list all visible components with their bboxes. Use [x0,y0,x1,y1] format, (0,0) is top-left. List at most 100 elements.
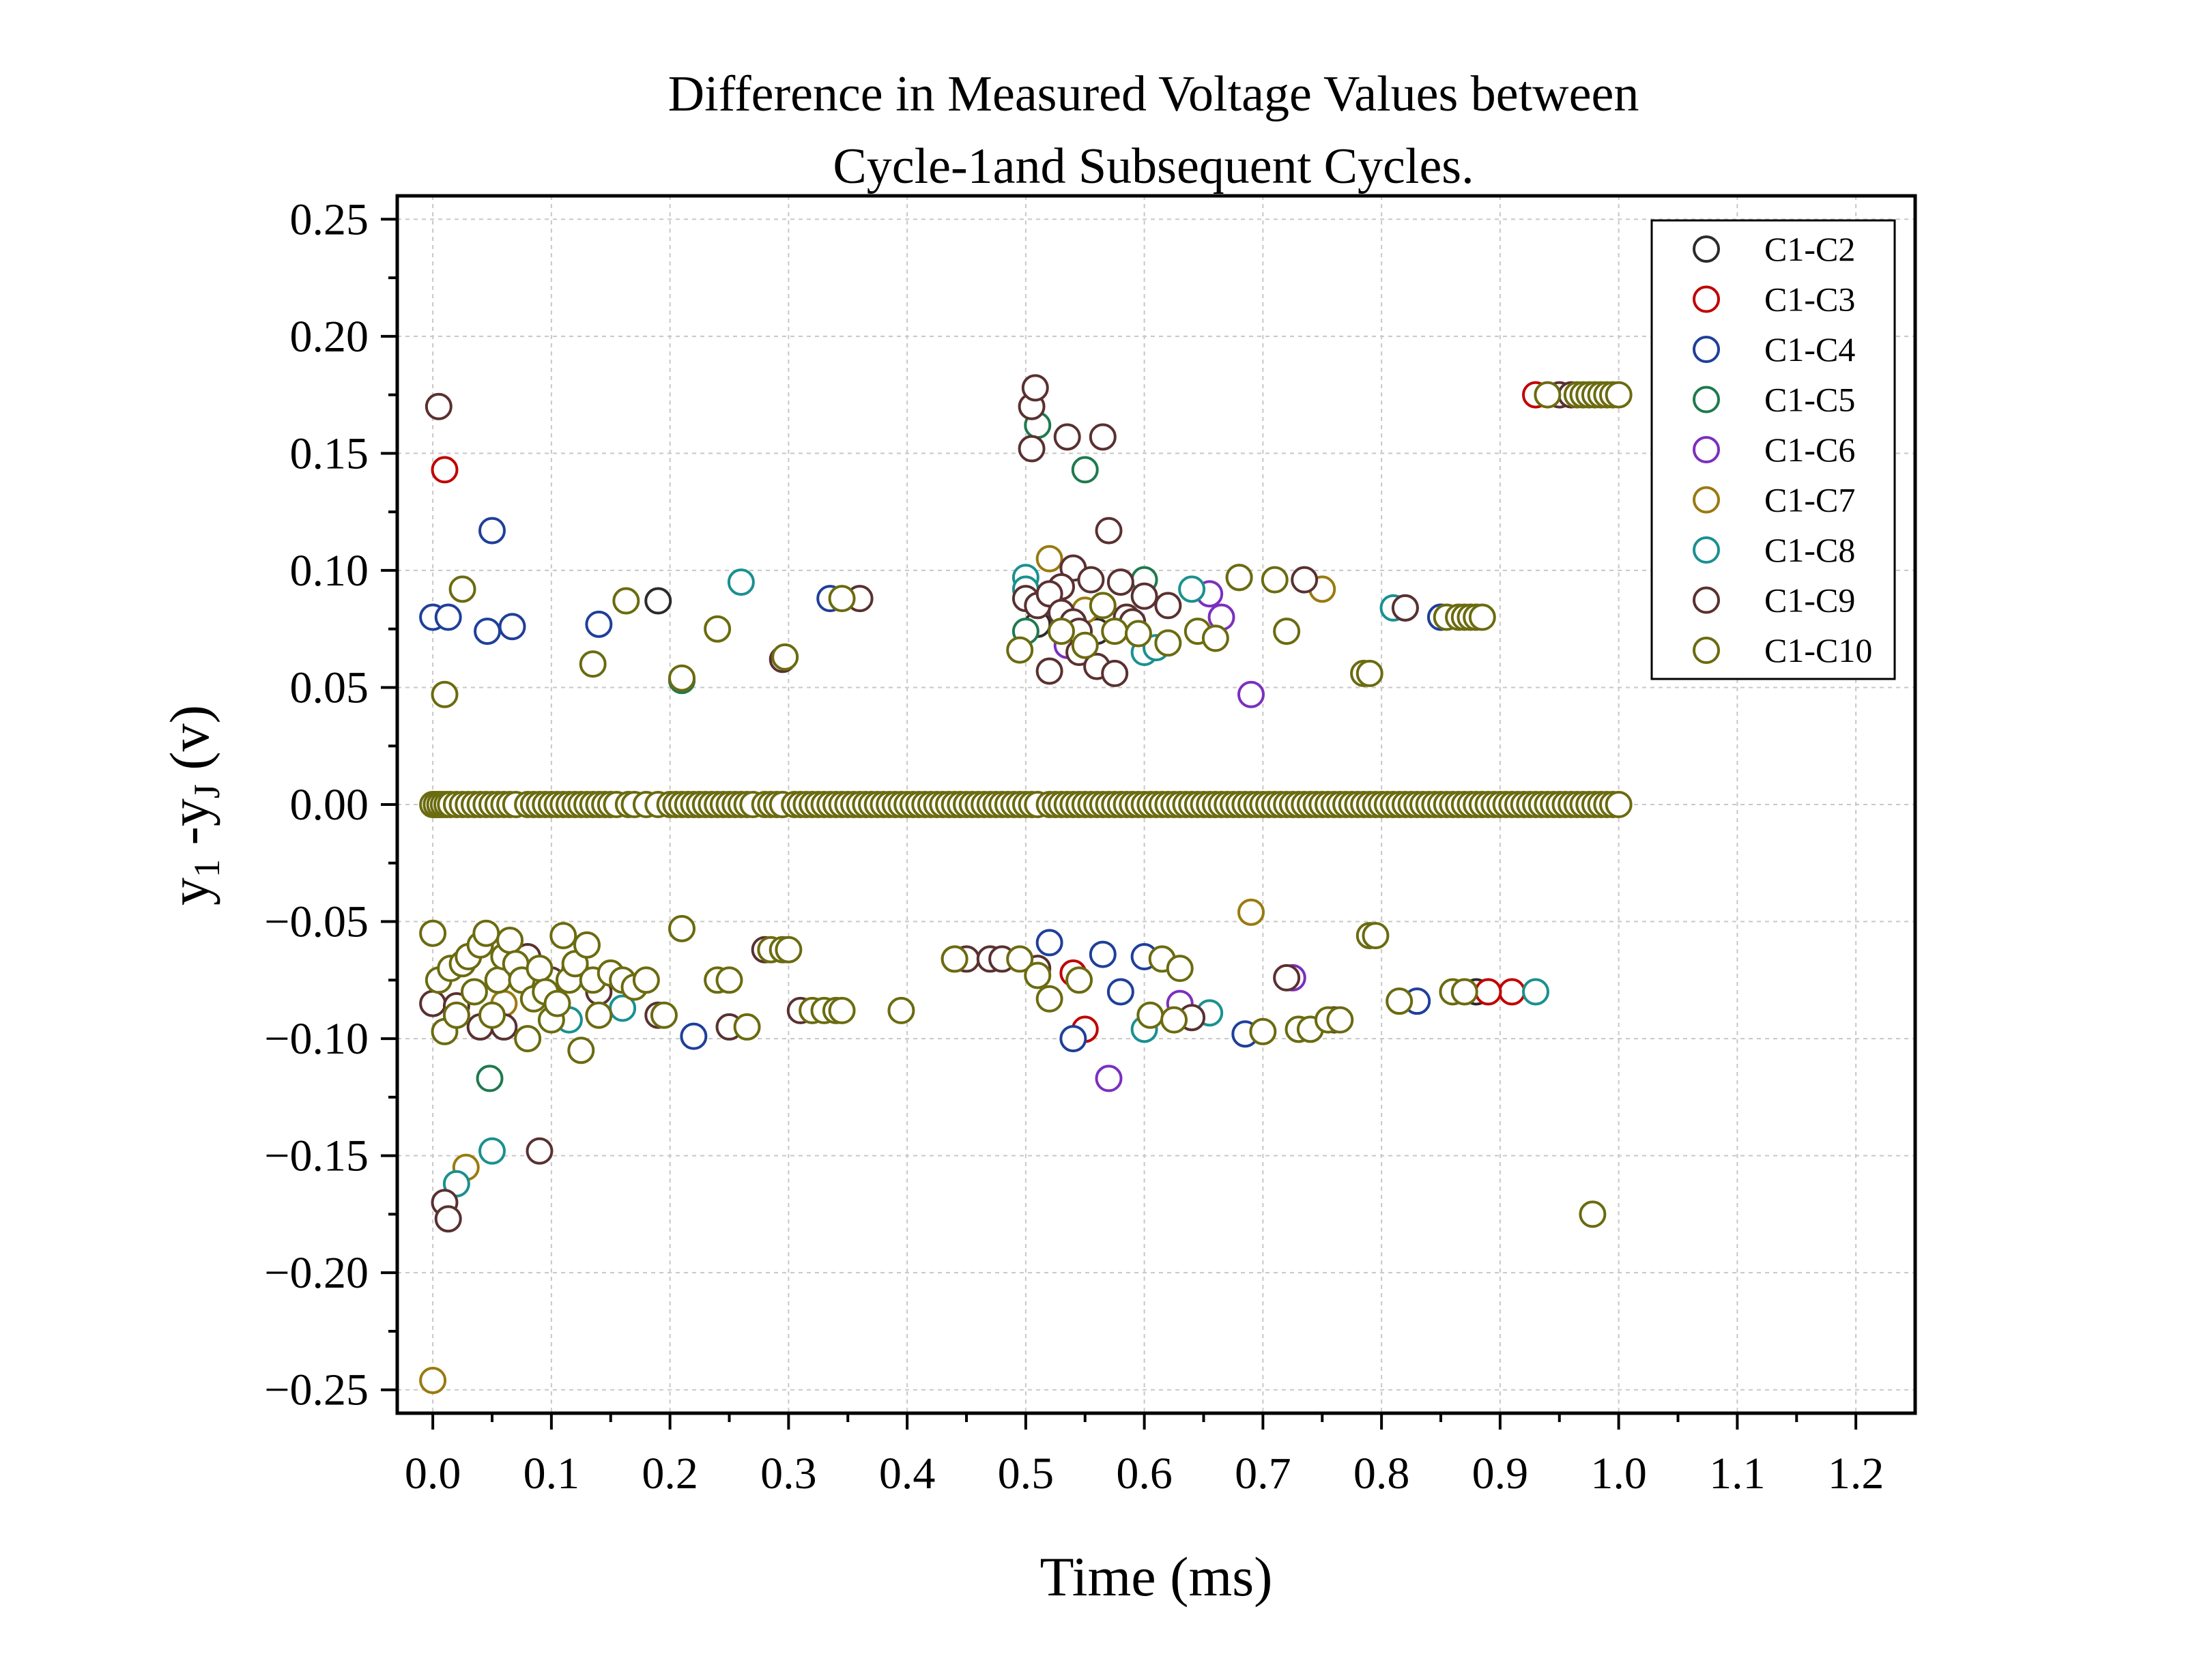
data-point-c1-c10 [1048,618,1075,646]
data-point-c1-c10 [941,945,969,973]
legend-marker [1693,536,1720,564]
data-point-c1-c8 [727,568,755,596]
legend-marker [1693,436,1720,463]
legend-marker [1693,235,1720,263]
data-point-c1-c10 [1035,985,1063,1013]
y-axis-title-sub2: J [186,784,227,798]
data-point-c1-c10 [1249,1017,1277,1045]
data-point-c1-c4 [434,603,462,631]
data-point-c1-c10 [1273,618,1301,646]
data-point-c1-c10 [704,615,732,643]
x-tick-label: 1.0 [1590,1449,1647,1498]
data-point-c1-c9 [1077,566,1105,594]
data-point-c1-c4 [680,1022,708,1050]
data-point-c1-c4 [1089,940,1117,968]
svg-text:y1 -yJ (v): y1 -yJ (v) [158,705,227,906]
data-point-c1-c9 [1130,582,1158,610]
baseline-point [1605,791,1633,818]
data-point-c1-c9 [1018,435,1046,463]
y-axis-title-sub1: 1 [186,859,227,878]
legend-label: C1-C3 [1764,280,1855,319]
legend-marker [1693,486,1720,514]
legend-label: C1-C6 [1764,431,1855,469]
data-point-c1-c10 [1160,1006,1188,1034]
data-point-c1-c10 [543,989,571,1017]
y-tick-label: −0.05 [264,897,369,947]
y-axis-title-main: y [158,878,220,906]
data-point-c1-c4 [1035,929,1063,957]
y-axis-title-unit: (v) [158,705,220,784]
y-tick-label: 0.20 [290,312,369,362]
data-point-c1-c9 [1053,423,1081,451]
data-point-c1-c10 [1006,945,1034,973]
data-point-c1-c9 [1101,659,1129,687]
data-point-c1-c2 [644,587,672,615]
x-tick-label: 0.2 [642,1449,698,1498]
data-point-c1-c10 [419,919,447,947]
data-point-c1-c4 [474,618,502,646]
data-point-c1-c10 [579,650,607,678]
data-point-c1-c10 [1071,631,1099,659]
data-point-c1-c10 [612,587,640,615]
data-point-c1-c10 [1225,564,1253,592]
data-point-c1-c9 [1035,657,1063,685]
data-point-c1-c10 [668,914,695,942]
legend-marker [1693,586,1720,614]
x-axis-ticks: 0.0 0.1 0.2 0.3 0.4 0.5 0.6 0.7 0.8 0.9 1.0 1.1 1.2 [405,1413,1884,1498]
y-tick-label: 0.05 [290,663,369,712]
data-point-c1-c4 [498,613,526,641]
data-point-c1-c10 [1261,566,1289,594]
data-point-c1-c9 [1391,594,1419,622]
data-point-c1-c10 [1201,624,1229,652]
y-tick-label: 0.10 [290,546,369,596]
data-point-c1-c10 [1065,966,1093,994]
data-point-c1-c3 [1498,978,1526,1006]
data-point-c1-c10 [1450,978,1478,1006]
data-point-c1-c10 [1605,381,1633,409]
data-point-c1-c6 [1237,680,1265,708]
y-tick-label: −0.15 [264,1131,369,1181]
data-point-c1-c10 [431,680,459,708]
data-point-c1-c10 [1006,636,1034,664]
data-point-c1-c10 [1362,922,1390,950]
data-point-c1-c10 [775,936,803,964]
data-point-c1-c10 [668,664,695,692]
data-point-c1-c10 [1089,592,1117,620]
data-point-c1-c10 [526,955,554,983]
legend-label: C1-C4 [1764,330,1855,368]
data-point-c1-c10 [585,1001,613,1029]
chart-title-line-1: Difference in Measured Voltage Values be… [668,66,1639,122]
data-point-c1-c10 [1154,629,1182,657]
x-tick-label: 1.2 [1828,1449,1884,1498]
data-point-c1-c10 [650,1001,678,1029]
data-points [419,374,1633,1394]
legend-label: C1-C10 [1764,631,1872,669]
data-point-c1-c10 [1101,618,1129,646]
data-point-c1-c9 [1291,566,1319,594]
data-point-c1-c10 [448,575,476,603]
y-axis-title: y1 -yJ (v) [158,705,227,906]
x-tick-label: 0.0 [405,1449,461,1498]
data-point-c1-c9 [1106,568,1134,596]
data-point-c1-c10 [1166,955,1194,983]
x-tick-label: 1.1 [1709,1449,1766,1498]
data-point-c1-c10 [1326,1006,1354,1034]
data-point-c1-c8 [1178,575,1206,603]
data-point-c1-c10 [733,1013,761,1041]
data-point-c1-c8 [478,1137,506,1165]
data-point-c1-c10 [496,926,524,954]
legend-marker [1693,336,1720,363]
data-point-c1-c4 [585,610,613,638]
data-point-c1-c10 [1136,1001,1164,1029]
data-point-c1-c10 [1386,987,1414,1015]
data-point-c1-c10 [1024,961,1052,989]
data-point-c1-c10 [472,919,500,947]
data-point-c1-c9 [526,1137,554,1165]
data-point-c1-c9 [1154,592,1182,620]
data-point-c1-c9 [1021,374,1049,402]
data-point-c1-c9 [1095,517,1123,545]
data-point-c1-c10 [1355,659,1383,687]
y-tick-label: −0.10 [264,1014,369,1064]
data-point-c1-c4 [1059,1025,1087,1053]
